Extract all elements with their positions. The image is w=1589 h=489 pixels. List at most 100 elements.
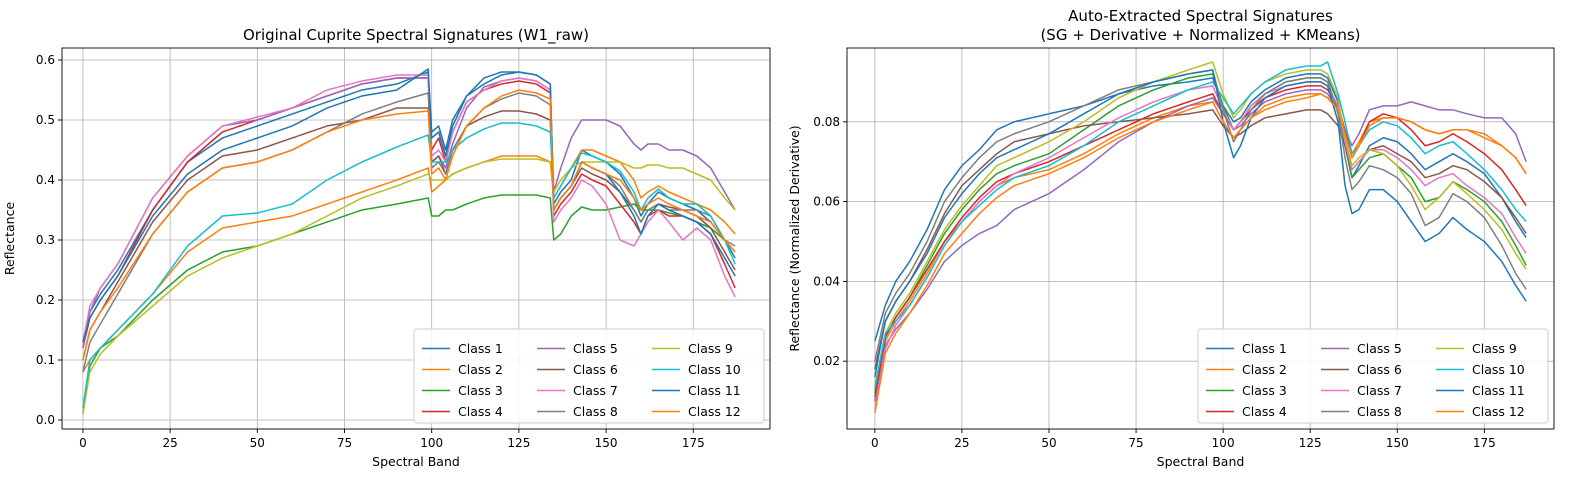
- x-tick-label: 25: [954, 436, 969, 450]
- legend-label: Class 8: [573, 404, 618, 419]
- legend-label: Class 10: [1472, 362, 1525, 377]
- y-tick-label: 0.02: [813, 354, 840, 368]
- x-ticks: 0 25 50 75 100 125 150 175: [871, 429, 1496, 450]
- legend: Class 1 Class 2 Class 3 Class 4 Class 5 Class…: [1197, 328, 1549, 424]
- x-axis-label: Spectral Band: [1157, 454, 1245, 469]
- legend-box: [1197, 328, 1549, 424]
- legend-label: Class 4: [1242, 404, 1287, 419]
- series-line-class-11: [82, 68, 736, 343]
- legend-item-class-5: Class 5: [537, 341, 618, 356]
- axes-frame: [846, 47, 1555, 430]
- y-tick-label: 0.2: [36, 293, 55, 307]
- x-tick-label: 50: [250, 436, 265, 450]
- legend-label: Class 2: [1242, 362, 1287, 377]
- legend-item-class-2: Class 2: [422, 362, 503, 377]
- legend-item-class-2: Class 2: [1206, 362, 1287, 377]
- x-tick-label: 150: [595, 436, 618, 450]
- legend-item-class-6: Class 6: [1321, 362, 1402, 377]
- legend-item-class-4: Class 4: [422, 404, 503, 419]
- y-axis-label: Reflectance: [2, 202, 17, 276]
- legend-item-class-11: Class 11: [1436, 383, 1525, 398]
- chart-title-line-2: (SG + Derivative + Normalized + KMeans): [1040, 26, 1360, 44]
- y-tick-label: 0.08: [813, 115, 840, 129]
- legend-label: Class 7: [1357, 383, 1402, 398]
- chart-title-line-1: Original Cuprite Spectral Signatures (W1…: [243, 26, 589, 45]
- legend-label: Class 9: [1472, 341, 1517, 356]
- x-tick-label: 75: [1128, 436, 1143, 450]
- y-tick-label: 0.4: [36, 173, 55, 187]
- legend-item-class-11: Class 11: [652, 383, 741, 398]
- legend-label: Class 7: [573, 383, 618, 398]
- series-line-class-4: [874, 85, 1527, 398]
- x-tick-label: 0: [79, 436, 87, 450]
- legend: Class 1 Class 2 Class 3 Class 4 Class 5 Class…: [413, 328, 765, 424]
- legend-item-class-10: Class 10: [1436, 362, 1525, 377]
- axes-frame: [61, 47, 771, 430]
- x-tick-label: 175: [1473, 436, 1496, 450]
- x-tick-label: 125: [507, 436, 530, 450]
- x-tick-label: 25: [162, 436, 177, 450]
- legend-label: Class 3: [1242, 383, 1287, 398]
- x-tick-label: 100: [1212, 436, 1235, 450]
- legend-label: Class 11: [688, 383, 741, 398]
- legend-item-class-8: Class 8: [1321, 404, 1402, 419]
- series-line-class-5: [874, 89, 1527, 402]
- legend-item-class-3: Class 3: [1206, 383, 1287, 398]
- legend-item-class-9: Class 9: [652, 341, 733, 356]
- y-tick-label: 0.04: [813, 274, 840, 288]
- legend-item-class-3: Class 3: [422, 383, 503, 398]
- x-tick-label: 75: [337, 436, 352, 450]
- x-tick-label: 175: [682, 436, 705, 450]
- legend-label: Class 6: [573, 362, 618, 377]
- x-tick-label: 100: [420, 436, 443, 450]
- legend-item-class-4: Class 4: [1206, 404, 1287, 419]
- legend-item-class-12: Class 12: [1436, 404, 1525, 419]
- series-lines: [82, 68, 736, 415]
- legend-item-class-12: Class 12: [652, 404, 741, 419]
- y-tick-label: 0.5: [36, 113, 55, 127]
- series-line-class-12: [82, 89, 736, 361]
- series-line-class-7: [82, 74, 736, 343]
- series-line-class-10: [82, 122, 736, 409]
- legend-label: Class 5: [1357, 341, 1402, 356]
- y-tick-label: 0.6: [36, 53, 55, 67]
- legend-item-class-1: Class 1: [422, 341, 503, 356]
- legend-label: Class 8: [1357, 404, 1402, 419]
- x-tick-label: 50: [1041, 436, 1056, 450]
- x-tick-label: 150: [1386, 436, 1409, 450]
- series-line-class-6: [82, 107, 736, 361]
- series-line-class-11: [874, 69, 1527, 378]
- y-ticks: 0.02 0.04 0.06 0.08: [813, 115, 847, 368]
- x-tick-label: 0: [871, 436, 879, 450]
- y-tick-label: 0.06: [813, 195, 840, 209]
- y-ticks: 0.0 0.1 0.2 0.3 0.4 0.5 0.6: [36, 53, 62, 427]
- series-line-class-9: [82, 158, 736, 415]
- x-tick-label: 125: [1299, 436, 1322, 450]
- legend-label: Class 12: [688, 404, 741, 419]
- y-tick-label: 0.1: [36, 353, 55, 367]
- series-line-class-3: [874, 73, 1527, 394]
- legend-label: Class 12: [1472, 404, 1525, 419]
- y-tick-label: 0.3: [36, 233, 55, 247]
- legend-label: Class 3: [458, 383, 503, 398]
- y-tick-label: 0.0: [36, 413, 55, 427]
- series-line-class-1: [874, 73, 1527, 342]
- legend-item-class-10: Class 10: [652, 362, 741, 377]
- legend-item-class-1: Class 1: [1206, 341, 1287, 356]
- series-line-class-2: [82, 149, 736, 373]
- series-line-class-12: [874, 93, 1527, 414]
- series-lines: [874, 61, 1527, 414]
- legend-label: Class 9: [688, 341, 733, 356]
- legend-item-class-7: Class 7: [1321, 383, 1402, 398]
- chart-title-line-1: Auto-Extracted Spectral Signatures: [1068, 7, 1333, 25]
- series-line-class-3: [82, 194, 736, 415]
- legend-item-class-5: Class 5: [1321, 341, 1402, 356]
- y-axis-label: Reflectance (Normalized Derivative): [787, 125, 802, 351]
- series-line-class-10: [874, 61, 1527, 390]
- legend-item-class-8: Class 8: [537, 404, 618, 419]
- x-axis-label: Spectral Band: [372, 454, 460, 469]
- legend-label: Class 1: [1242, 341, 1287, 356]
- x-ticks: 0 25 50 75 100 125 150 175: [79, 429, 705, 450]
- legend-item-class-7: Class 7: [537, 383, 618, 398]
- legend-box: [413, 328, 765, 424]
